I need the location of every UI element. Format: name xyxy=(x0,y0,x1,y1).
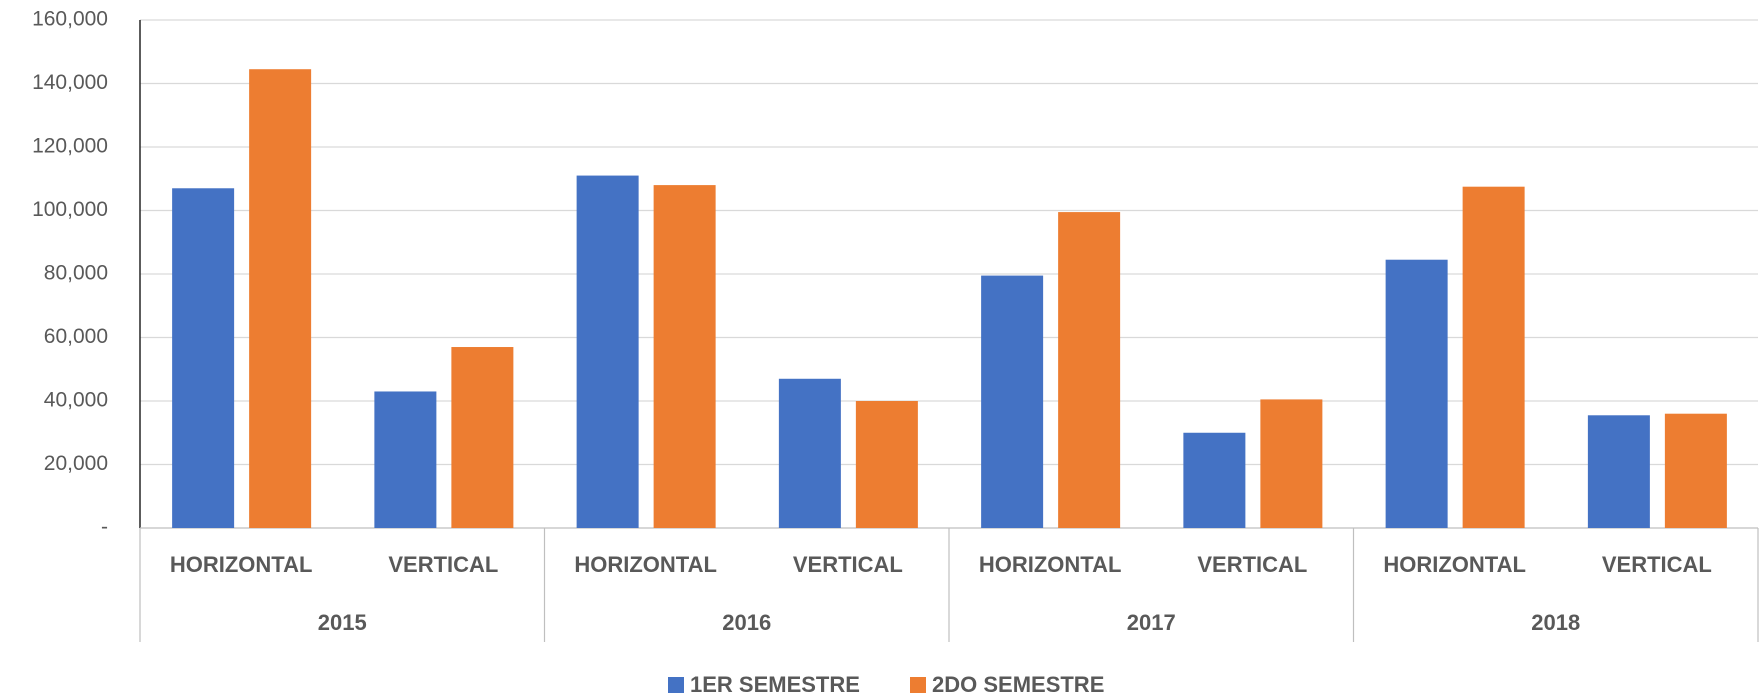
group-label: 2016 xyxy=(722,610,771,635)
y-tick-label: 60,000 xyxy=(44,325,108,348)
x-tick-label: HORIZONTAL xyxy=(574,552,717,577)
x-tick-label: HORIZONTAL xyxy=(170,552,313,577)
y-tick-label: 80,000 xyxy=(44,262,108,285)
bar xyxy=(249,69,312,529)
x-tick-label: VERTICAL xyxy=(1197,552,1307,577)
group-label: 2017 xyxy=(1127,610,1176,635)
bar xyxy=(778,378,841,528)
bar xyxy=(451,347,514,528)
y-tick-label: 20,000 xyxy=(44,452,108,475)
x-tick-label: VERTICAL xyxy=(1602,552,1712,577)
bar xyxy=(981,275,1044,528)
bar xyxy=(374,391,437,528)
x-tick-label: VERTICAL xyxy=(793,552,903,577)
x-tick-label: HORIZONTAL xyxy=(979,552,1122,577)
legend-swatch xyxy=(668,677,684,693)
bar xyxy=(855,401,918,528)
bar xyxy=(1664,413,1727,528)
bar xyxy=(1058,212,1121,528)
bar xyxy=(576,175,639,528)
bar xyxy=(1587,415,1650,528)
x-tick-label: VERTICAL xyxy=(388,552,498,577)
y-tick-label: - xyxy=(101,516,108,539)
bar xyxy=(1260,399,1323,528)
y-tick-label: 120,000 xyxy=(32,135,108,158)
group-label: 2018 xyxy=(1531,610,1580,635)
y-tick-label: 160,000 xyxy=(32,8,108,31)
bar xyxy=(172,188,235,528)
y-tick-label: 140,000 xyxy=(32,71,108,94)
y-tick-label: 40,000 xyxy=(44,389,108,412)
group-label: 2015 xyxy=(318,610,367,635)
legend-swatch xyxy=(910,677,926,693)
x-tick-label: HORIZONTAL xyxy=(1383,552,1526,577)
bar xyxy=(1462,186,1525,528)
legend-label: 2DO SEMESTRE xyxy=(932,672,1104,697)
bar xyxy=(1385,259,1448,528)
legend-label: 1ER SEMESTRE xyxy=(690,672,860,697)
y-tick-label: 100,000 xyxy=(32,198,108,221)
bar xyxy=(653,185,716,528)
bar xyxy=(1183,432,1246,528)
